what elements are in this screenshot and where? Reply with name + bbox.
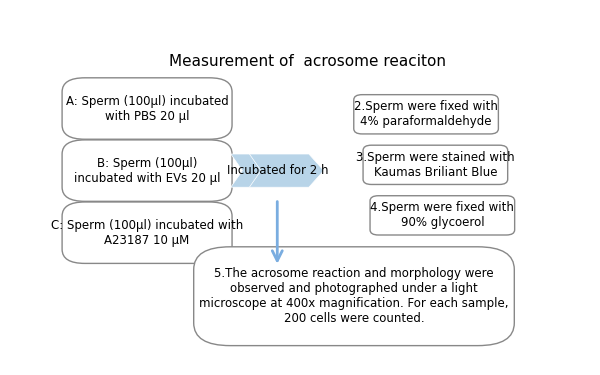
Text: 4.Sperm were fixed with
90% glycoerol: 4.Sperm were fixed with 90% glycoerol	[370, 201, 514, 229]
Text: C: Sperm (100μl) incubated with
A23187 10 μM: C: Sperm (100μl) incubated with A23187 1…	[51, 219, 243, 247]
FancyBboxPatch shape	[194, 247, 514, 346]
Text: Incubated for 2 h: Incubated for 2 h	[227, 164, 328, 177]
Text: 5.The acrosome reaction and morphology were
observed and photographed under a li: 5.The acrosome reaction and morphology w…	[199, 267, 509, 325]
FancyBboxPatch shape	[62, 140, 232, 201]
FancyBboxPatch shape	[62, 78, 232, 139]
FancyBboxPatch shape	[370, 196, 515, 235]
FancyBboxPatch shape	[354, 94, 499, 134]
Text: 2.Sperm were fixed with
4% paraformaldehyde: 2.Sperm were fixed with 4% paraformaldeh…	[354, 100, 498, 128]
Text: 3.Sperm were stained with
Kaumas Briliant Blue: 3.Sperm were stained with Kaumas Brilian…	[356, 151, 515, 179]
Polygon shape	[231, 154, 305, 187]
FancyBboxPatch shape	[363, 145, 508, 184]
Text: B: Sperm (100μl)
incubated with EVs 20 μl: B: Sperm (100μl) incubated with EVs 20 μ…	[74, 157, 220, 184]
Text: Measurement of  acrosome reaciton: Measurement of acrosome reaciton	[169, 54, 446, 69]
FancyBboxPatch shape	[62, 202, 232, 263]
Text: A: Sperm (100μl) incubated
with PBS 20 μl: A: Sperm (100μl) incubated with PBS 20 μ…	[65, 94, 229, 123]
Polygon shape	[250, 154, 324, 187]
